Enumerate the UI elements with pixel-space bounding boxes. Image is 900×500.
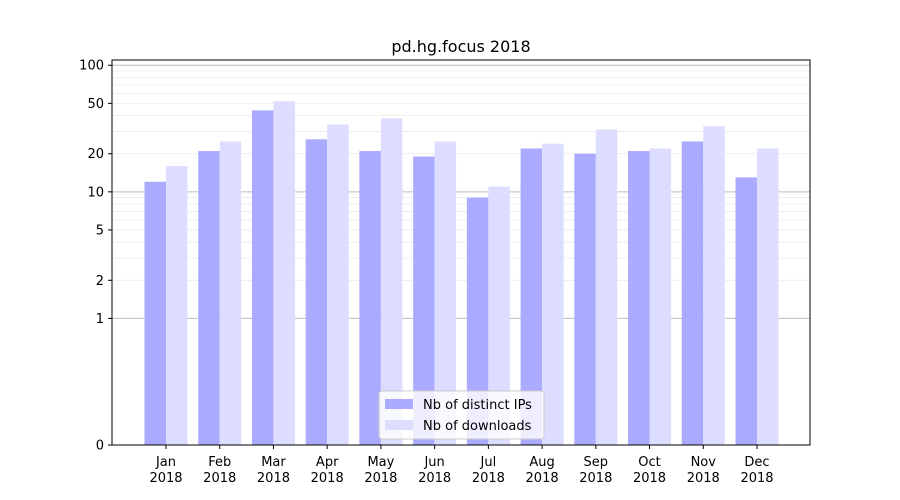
bar-ips-dec [735, 177, 757, 446]
bar-ips-sep [574, 153, 596, 446]
bar-ips-jul [466, 197, 489, 445]
x-tick-label-month: Sep [584, 455, 609, 470]
y-tick-label: 0 [96, 439, 104, 454]
x-tick-label-year: 2018 [740, 471, 773, 486]
x-tick-label-year: 2018 [203, 471, 236, 486]
bar-downloads-aug [542, 143, 564, 445]
bar-downloads-jun [434, 141, 457, 445]
x-tick-label-year: 2018 [472, 471, 505, 486]
y-tick-label: 20 [87, 147, 104, 162]
x-tick-label-month: May [367, 455, 394, 470]
x-tick-label-month: Aug [529, 455, 554, 470]
bar-ips-oct [628, 151, 650, 445]
bar-downloads-oct [649, 148, 672, 445]
x-tick-label-month: Jan [155, 455, 176, 470]
legend-swatch-ips [385, 399, 413, 409]
plot-frame [111, 59, 811, 446]
legend-box [378, 390, 545, 440]
y-tick-label: 1 [96, 312, 104, 327]
x-axis: Jan2018Feb2018Mar2018Apr2018May2018Jun20… [149, 445, 774, 486]
y-axis: 0 1 2 5 10 20 50 100 [79, 59, 112, 454]
x-tick-label-year: 2018 [257, 471, 290, 486]
x-tick-label-month: Jun [423, 455, 444, 470]
bar-downloads-nov [703, 126, 725, 446]
y-tick-label: 100 [79, 59, 104, 74]
bar-downloads-apr [327, 124, 349, 445]
bar-ips-may [359, 151, 381, 445]
legend: Nb of distinct IPs Nb of downloads [378, 390, 545, 440]
legend-swatch-downloads [385, 420, 413, 430]
bar-ips-aug [520, 148, 543, 445]
x-tick-label-year: 2018 [633, 471, 666, 486]
x-tick-label-year: 2018 [418, 471, 451, 486]
x-tick-label-month: Oct [638, 455, 660, 470]
bar-ips-apr [305, 139, 328, 445]
bar-ips-mar [251, 110, 274, 445]
bar-downloads-jul [488, 186, 510, 446]
bar-ips-jun [413, 156, 435, 446]
legend-label-ips: Nb of distinct IPs [423, 398, 532, 413]
bar-downloads-jan [166, 165, 188, 446]
x-tick-label-year: 2018 [687, 471, 720, 486]
x-tick-label-month: Mar [261, 455, 286, 470]
x-tick-label-month: Jul [480, 455, 497, 470]
x-tick-label-year: 2018 [526, 471, 559, 486]
bar-ips-nov [681, 141, 704, 445]
y-tick-label: 2 [96, 274, 104, 289]
x-tick-label-year: 2018 [579, 471, 612, 486]
y-tick-label: 5 [96, 223, 104, 238]
x-tick-label-year: 2018 [364, 471, 397, 486]
bar-ips-jan [144, 181, 166, 445]
y-tick-label: 50 [87, 97, 104, 112]
bar-ips-feb [198, 151, 220, 445]
bar-downloads-sep [595, 129, 618, 445]
bar-downloads-mar [273, 101, 295, 446]
x-tick-label-month: Apr [316, 455, 339, 470]
x-tick-label-month: Feb [208, 455, 231, 470]
x-tick-label-month: Dec [744, 455, 769, 470]
x-tick-label-year: 2018 [149, 471, 182, 486]
bar-downloads-dec [757, 148, 779, 445]
x-tick-label-year: 2018 [311, 471, 344, 486]
bars [144, 101, 779, 446]
bar-downloads-feb [219, 141, 242, 445]
x-tick-label-month: Nov [691, 455, 717, 470]
y-tick-label: 10 [87, 185, 104, 200]
legend-label-downloads: Nb of downloads [423, 419, 532, 434]
chart-title: pd.hg.focus 2018 [391, 37, 530, 56]
bar-downloads-may [380, 118, 403, 445]
